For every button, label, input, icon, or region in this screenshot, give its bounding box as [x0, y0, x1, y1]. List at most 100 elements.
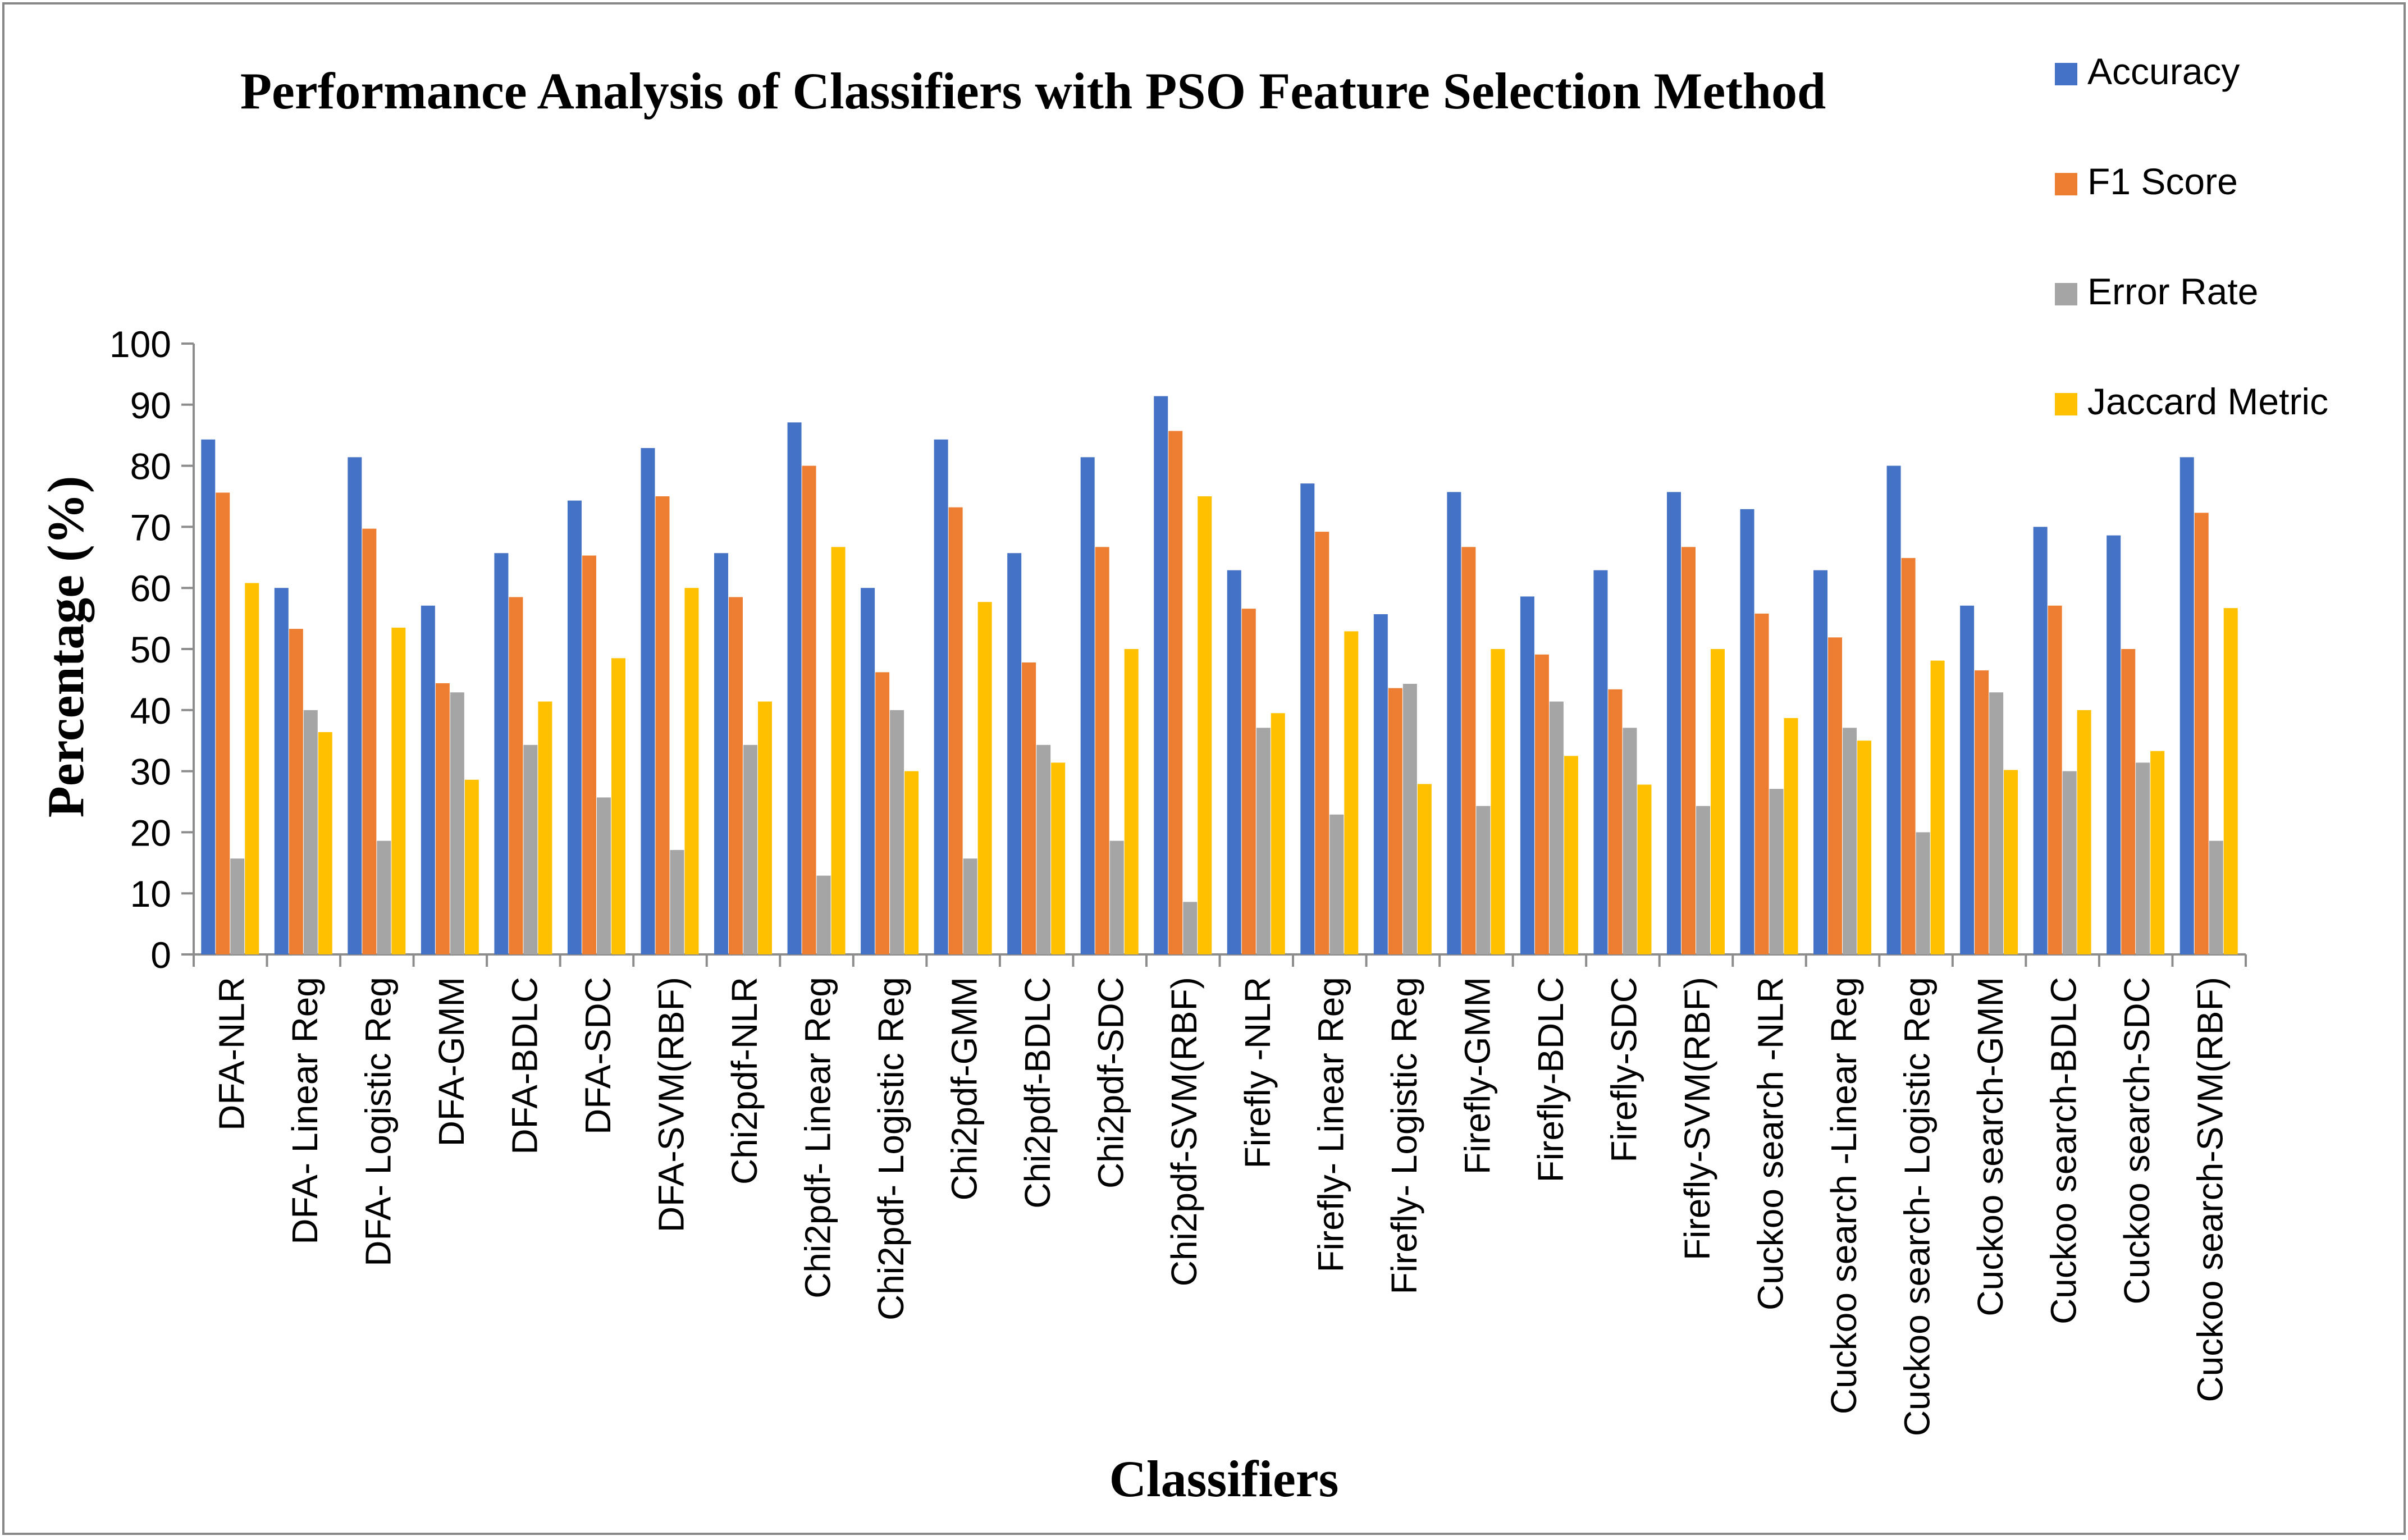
legend-label: Accuracy: [2087, 51, 2240, 92]
bar-jaccard-metric: [977, 602, 992, 954]
bar-f1-score: [1388, 688, 1402, 954]
x-tick-label: DFA-SDC: [578, 977, 618, 1135]
bar-f1-score: [1315, 532, 1329, 954]
bar-jaccard-metric: [831, 547, 846, 954]
bar-f1-score: [289, 629, 303, 954]
legend-swatch: [2055, 173, 2077, 195]
bar-accuracy: [1373, 614, 1388, 954]
bar-jaccard-metric: [1491, 649, 1505, 954]
bar-error-rate: [1036, 744, 1051, 954]
bar-f1-score: [1022, 662, 1036, 954]
bar-f1-score: [2194, 513, 2209, 954]
bar-jaccard-metric: [1637, 784, 1652, 954]
bar-f1-score: [216, 492, 230, 954]
bar-f1-score: [1828, 637, 1843, 954]
bar-accuracy: [787, 422, 802, 954]
x-tick-label: Cuckoo search-SDC: [2117, 977, 2157, 1304]
x-tick-label: Firefly- Linear Reg: [1310, 977, 1351, 1272]
bar-jaccard-metric: [1564, 756, 1578, 954]
bar-error-rate: [303, 710, 318, 954]
x-tick-label: Firefly-SDC: [1603, 977, 1644, 1163]
x-tick-label: Cuckoo search- Logistic Reg: [1897, 977, 1938, 1436]
y-axis-title: Percentage (%): [37, 476, 94, 818]
bar-accuracy: [1227, 570, 1241, 954]
bar-accuracy: [494, 553, 509, 954]
bar-f1-score: [1461, 547, 1476, 954]
y-tick-label: 90: [130, 385, 171, 426]
bar-jaccard-metric: [1198, 496, 1212, 954]
bar-f1-score: [2048, 605, 2062, 954]
bar-jaccard-metric: [245, 583, 259, 954]
x-tick-label: Cuckoo search -NLR: [1751, 977, 1791, 1310]
y-tick-label: 10: [130, 873, 171, 915]
bar-error-rate: [743, 744, 758, 954]
bar-error-rate: [963, 858, 977, 954]
x-tick-label: DFA-SVM(RBF): [651, 977, 691, 1232]
y-tick-label: 60: [130, 568, 171, 609]
bar-jaccard-metric: [758, 701, 773, 954]
bar-error-rate: [1183, 902, 1198, 954]
bar-accuracy: [1447, 492, 1461, 954]
bar-error-rate: [1769, 789, 1784, 954]
bar-error-rate: [377, 840, 391, 954]
bar-f1-score: [1681, 547, 1696, 954]
legend-swatch: [2055, 63, 2077, 85]
bar-accuracy: [1593, 570, 1608, 954]
bar-accuracy: [1154, 396, 1168, 954]
x-tick-label: Firefly-GMM: [1457, 977, 1497, 1175]
bar-accuracy: [1960, 605, 1975, 954]
bar-accuracy: [1300, 483, 1315, 954]
legend-swatch: [2055, 283, 2077, 305]
x-tick-label: Cuckoo search-BDLC: [2044, 977, 2084, 1324]
bar-jaccard-metric: [1710, 649, 1725, 954]
bar-jaccard-metric: [1930, 660, 1945, 954]
bar-error-rate: [816, 875, 831, 954]
bar-error-rate: [1329, 814, 1344, 954]
bar-error-rate: [523, 744, 538, 954]
x-tick-label: DFA- Logistic Reg: [358, 977, 398, 1267]
bar-accuracy: [274, 588, 289, 954]
bar-f1-score: [1534, 654, 1549, 954]
bar-accuracy: [1520, 596, 1534, 954]
bar-accuracy: [1740, 509, 1754, 954]
x-tick-label: Firefly-SVM(RBF): [1677, 977, 1717, 1260]
bar-accuracy: [2107, 535, 2121, 954]
bar-error-rate: [1623, 728, 1637, 954]
bar-accuracy: [348, 457, 362, 954]
bar-jaccard-metric: [391, 627, 406, 954]
x-tick-label: Firefly-BDLC: [1530, 977, 1571, 1182]
bar-accuracy: [861, 588, 875, 954]
x-tick-label: Chi2pdf-SVM(RBF): [1164, 977, 1204, 1286]
x-tick-label: Chi2pdf- Linear Reg: [798, 977, 838, 1299]
y-tick-label: 70: [130, 506, 171, 548]
bar-error-rate: [1109, 840, 1124, 954]
x-tick-label: Cuckoo search -Linear Reg: [1824, 977, 1864, 1414]
bar-jaccard-metric: [2150, 751, 2165, 954]
bar-jaccard-metric: [464, 779, 479, 954]
bar-accuracy: [1886, 465, 1901, 954]
x-tick-label: Firefly -NLR: [1237, 977, 1278, 1168]
bar-f1-score: [509, 597, 523, 954]
bar-jaccard-metric: [1857, 741, 1872, 954]
bar-accuracy: [2033, 527, 2048, 954]
bar-jaccard-metric: [538, 701, 552, 954]
plot-area: 0 10 20 30 40 50 60 70 80 90 100 DFA-NLR DFA- Linear…: [109, 323, 2247, 1436]
legend-swatch: [2055, 393, 2077, 415]
bar-f1-score: [1095, 547, 1109, 954]
y-tick-label: 40: [130, 690, 171, 732]
bar-jaccard-metric: [2004, 770, 2018, 954]
bar-accuracy: [201, 439, 216, 954]
bar-jaccard-metric: [684, 588, 699, 954]
x-tick-label: DFA-GMM: [431, 977, 472, 1146]
bar-error-rate: [1549, 701, 1564, 954]
bar-f1-score: [875, 672, 890, 954]
bar-f1-score: [582, 555, 596, 954]
bar-accuracy: [2179, 457, 2194, 954]
x-tick-label: Chi2pdf-BDLC: [1017, 977, 1058, 1209]
bar-jaccard-metric: [611, 658, 625, 954]
y-tick-label: 30: [130, 751, 171, 793]
bar-error-rate: [1916, 832, 1930, 954]
bar-f1-score: [802, 465, 816, 954]
legend-label: Jaccard Metric: [2087, 381, 2328, 422]
bar-error-rate: [1256, 728, 1271, 954]
